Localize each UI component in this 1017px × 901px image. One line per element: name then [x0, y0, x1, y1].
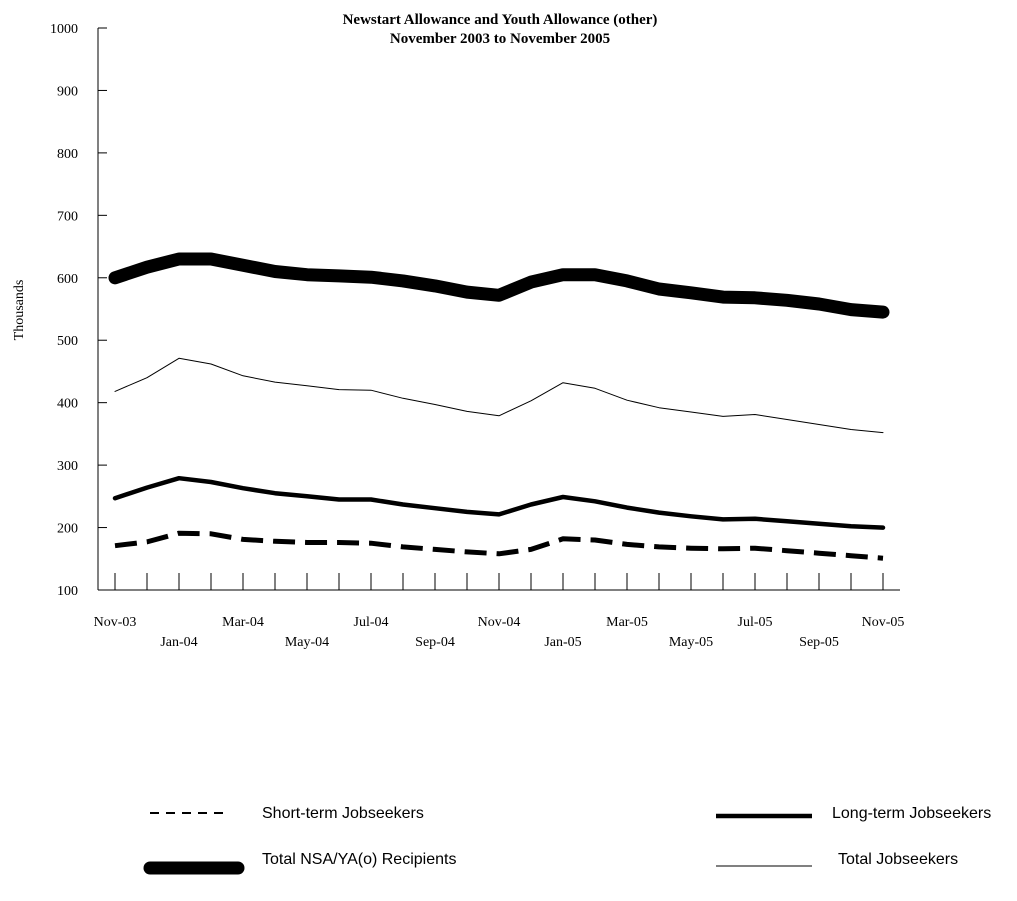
x-tick-label: Jan-05: [544, 635, 581, 650]
x-tick-label: Jan-04: [160, 635, 197, 650]
x-ticks: Nov-03 Jan-04 Mar-04 May-04 Jul-04 Sep-04 Nov-…: [94, 573, 905, 650]
y-tick-label: 400: [57, 397, 78, 412]
legend-label-short-term-jobseekers: Short-term Jobseekers: [262, 805, 424, 822]
chart-title: Newstart Allowance and Youth Allowance (…: [343, 12, 658, 28]
series-line-total-jobseekers: [114, 357, 884, 434]
chart-subtitle: November 2003 to November 2005: [390, 31, 610, 47]
legend: Short-term Jobseekers Long-term Jobseeker…: [143, 805, 991, 875]
y-axis-label: Thousands: [12, 280, 27, 341]
x-tick-label: Nov-04: [478, 615, 521, 630]
x-tick-label: Sep-04: [415, 635, 455, 650]
legend-label-total-jobseekers: Total Jobseekers: [838, 851, 958, 868]
y-tick-label: 700: [57, 209, 78, 224]
x-tick-label: Sep-05: [799, 635, 839, 650]
y-tick-label: 1000: [50, 22, 78, 37]
x-tick-label: Nov-03: [94, 615, 137, 630]
y-tick-label: 800: [57, 147, 78, 162]
y-tick-label: 200: [57, 522, 78, 537]
legend-label-total-nsa-ya-o-recipients: Total NSA/YA(o) Recipients: [262, 851, 456, 868]
series-line-short-term-jobseekers: [114, 530, 884, 561]
y-tick-label: 900: [57, 84, 78, 99]
series-line-long-term-jobseekers: [112, 475, 886, 530]
legend-label-long-term-jobseekers: Long-term Jobseekers: [832, 805, 991, 822]
x-tick-label: Mar-04: [222, 615, 264, 630]
y-ticks: 100 200 300 400 500 600 700 800 900 1000: [50, 22, 107, 599]
x-tick-label: Nov-05: [862, 615, 905, 630]
x-tick-label: May-04: [285, 635, 329, 650]
y-tick-label: 600: [57, 272, 78, 287]
x-tick-label: May-05: [669, 635, 713, 650]
series-lines: [108, 252, 890, 561]
x-tick-label: Jul-04: [354, 615, 389, 630]
y-tick-label: 500: [57, 334, 78, 349]
x-tick-label: Jul-05: [738, 615, 773, 630]
x-tick-label: Mar-05: [606, 615, 648, 630]
y-tick-label: 300: [57, 459, 78, 474]
series-line-total-nsa-ya-o-recipients: [108, 252, 890, 319]
y-tick-label: 100: [57, 584, 78, 599]
